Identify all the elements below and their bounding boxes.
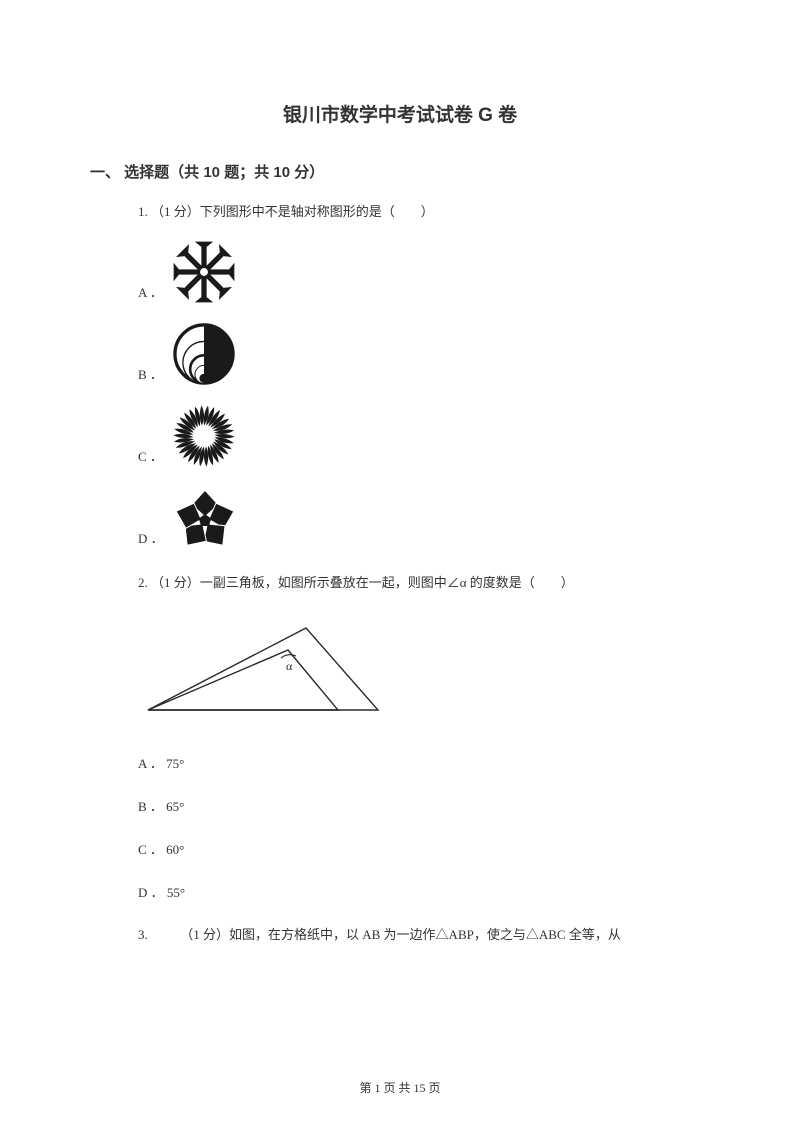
q1-option-b: B ．	[138, 321, 710, 387]
section-header: 一、 选择题（共 10 题；共 10 分）	[90, 161, 710, 182]
q2-option-c: C ． 60°	[138, 839, 710, 858]
snowflake-icon	[171, 239, 237, 305]
q2-option-a: A ． 75°	[138, 753, 710, 772]
q2-text: 2. （1 分）一副三角板，如图所示叠放在一起，则图中∠α 的度数是（ ）	[138, 573, 710, 594]
q1-option-c-label: C ．	[138, 446, 163, 465]
q1-option-d: D ．	[138, 485, 710, 551]
q3-text: 3. （1 分）如图，在方格纸中，以 AB 为一边作△ABP，使之与△ABC 全…	[138, 925, 710, 946]
q1-option-a: A ．	[138, 239, 710, 305]
q2-option-d: D ． 55°	[138, 882, 710, 901]
q1-option-c: C ．	[138, 403, 710, 469]
nested-circles-icon	[171, 321, 237, 387]
q1-option-b-label: B ．	[138, 364, 163, 383]
star-icon	[172, 485, 238, 551]
page-title: 银川市数学中考试试卷 G 卷	[90, 100, 710, 127]
q1-option-d-label: D ．	[138, 528, 164, 547]
svg-text:α: α	[286, 659, 293, 673]
q2-option-b: B ． 65°	[138, 796, 710, 815]
q1-text: 1. （1 分）下列图形中不是轴对称图形的是（ ）	[138, 202, 710, 223]
turbine-icon	[171, 403, 237, 469]
q2-figure: α	[138, 610, 710, 725]
page-footer: 第 1 页 共 15 页	[0, 1079, 800, 1096]
q1-option-a-label: A ．	[138, 282, 163, 301]
